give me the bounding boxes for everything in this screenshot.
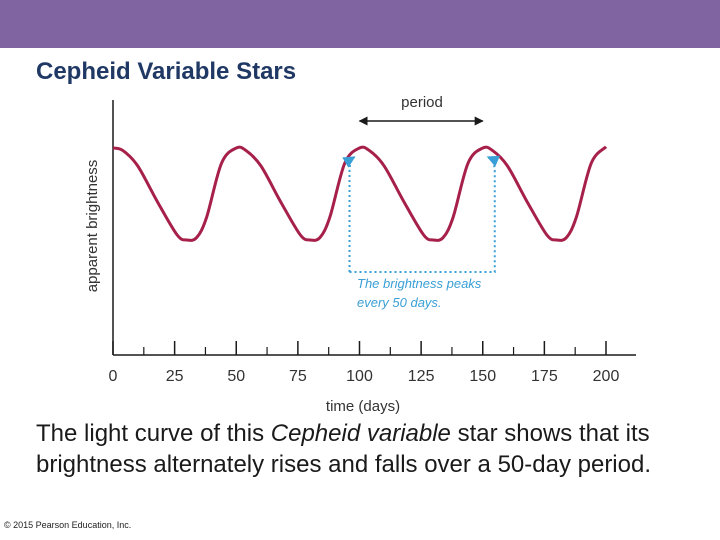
peak-pointer-arrow	[342, 156, 356, 272]
annotation-text-line1: The brightness peaks	[357, 276, 482, 291]
caption-text-start: The light curve of this	[36, 420, 271, 447]
x-tick-label: 0	[109, 368, 118, 385]
x-tick-label: 175	[531, 368, 558, 385]
caption-italic-term: Cepheid variable	[270, 420, 451, 447]
x-axis-label: time (days)	[326, 398, 400, 415]
x-tick-label: 200	[593, 368, 620, 385]
x-tick-label: 50	[227, 368, 245, 385]
x-tick-label: 75	[289, 368, 307, 385]
annotation-text-line2: every 50 days.	[357, 295, 442, 310]
peak-pointer-arrow	[349, 155, 501, 273]
x-tick-label: 125	[408, 368, 435, 385]
header-bar	[0, 0, 720, 48]
x-tick-label: 150	[469, 368, 496, 385]
y-axis-label: apparent brightness	[84, 160, 101, 293]
x-tick-label: 100	[346, 368, 373, 385]
x-tick-label: 25	[166, 368, 184, 385]
light-curve-line	[112, 145, 608, 242]
slide-title: Cepheid Variable Stars	[36, 58, 297, 85]
caption-text-end: star shows that its brightness alternate…	[36, 420, 651, 479]
caption: The light curve of this Cepheid variable…	[36, 418, 696, 480]
period-label: period	[401, 94, 443, 111]
copyright-notice: © 2015 Pearson Education, Inc.	[4, 520, 132, 530]
